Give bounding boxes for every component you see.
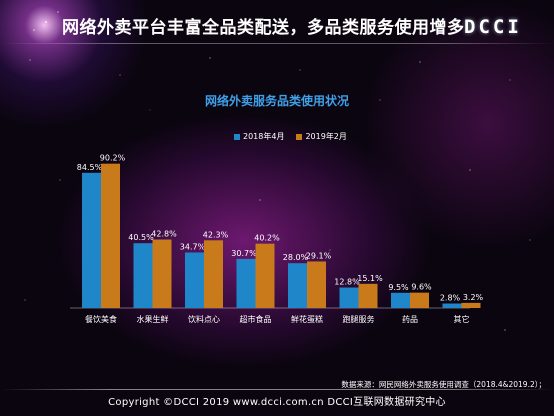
bar-2018-7 [442, 303, 462, 308]
data-label-2018-0: 84.5% [77, 163, 103, 172]
data-label-2018-2: 34.7% [180, 242, 206, 251]
data-label-2019-7: 3.2% [463, 293, 484, 302]
bar-2018-3 [236, 258, 256, 308]
bar-2019-1 [152, 239, 172, 308]
category-label-1: 水果生鲜 [137, 314, 169, 324]
bar-2018-5 [339, 287, 359, 308]
legend-label-2019: 2019年2月 [305, 132, 347, 141]
category-label-0: 餐饮美食 [85, 314, 117, 324]
bar-2018-1 [133, 243, 153, 308]
data-source-note: 数据来源：网民网络外卖服务使用调查（2018.4&2019.2）； [341, 380, 546, 389]
data-label-2018-3: 30.7% [231, 249, 257, 258]
data-label-2018-1: 40.5% [128, 233, 154, 242]
data-label-2019-2: 42.3% [203, 230, 229, 239]
footer-divider [0, 389, 554, 390]
category-label-2: 饮料点心 [188, 314, 220, 324]
legend-label-2018: 2018年4月 [243, 132, 285, 141]
bar-2019-7 [461, 302, 481, 308]
data-label-2019-6: 9.6% [411, 283, 432, 292]
bar-2018-6 [391, 292, 410, 308]
data-label-2019-4: 29.1% [306, 251, 332, 260]
data-label-2019-0: 90.2% [100, 154, 126, 163]
header-divider [0, 43, 554, 44]
data-label-2018-6: 9.5% [388, 283, 409, 292]
data-label-2019-1: 42.8% [151, 230, 177, 239]
category-label-3: 超市食品 [240, 314, 272, 324]
category-label-7: 其它 [454, 314, 470, 324]
bar-2018-2 [185, 252, 204, 308]
bar-2019-6 [410, 292, 429, 308]
bar-2018-0 [82, 172, 101, 308]
bar-2019-2 [204, 240, 223, 308]
bar-2019-5 [358, 283, 378, 308]
category-label-4: 鲜花蛋糕 [291, 314, 323, 324]
chart-legend: 2018年4月 2019年2月 [234, 131, 347, 142]
bar-2019-3 [255, 243, 275, 308]
data-label-2018-4: 28.0% [283, 253, 309, 262]
legend-item-2019: 2019年2月 [296, 131, 347, 142]
legend-swatch-2019 [296, 133, 303, 140]
data-label-2018-5: 12.8% [334, 278, 360, 287]
chart-title: 网络外卖服务品类使用状况 [204, 94, 349, 108]
bar-2018-4 [288, 263, 307, 308]
copyright-footer: Copyright ©DCCI 2019 www.dcci.com.cn DCC… [108, 397, 446, 408]
bar-2019-0 [101, 163, 120, 308]
category-label-5: 跑腿服务 [343, 314, 375, 324]
data-label-2019-5: 15.1% [357, 274, 383, 283]
dcci-logo: DCCI [464, 16, 522, 38]
category-label-6: 药品 [402, 314, 418, 324]
legend-item-2018: 2018年4月 [234, 131, 284, 142]
bar-2019-4 [307, 261, 326, 308]
legend-swatch-2018 [234, 133, 240, 140]
data-label-2019-3: 40.2% [254, 234, 280, 243]
page-title: 网络外卖平台丰富全品类配送，多品类服务使用增多 [62, 18, 465, 38]
data-label-2018-7: 2.8% [440, 294, 461, 303]
